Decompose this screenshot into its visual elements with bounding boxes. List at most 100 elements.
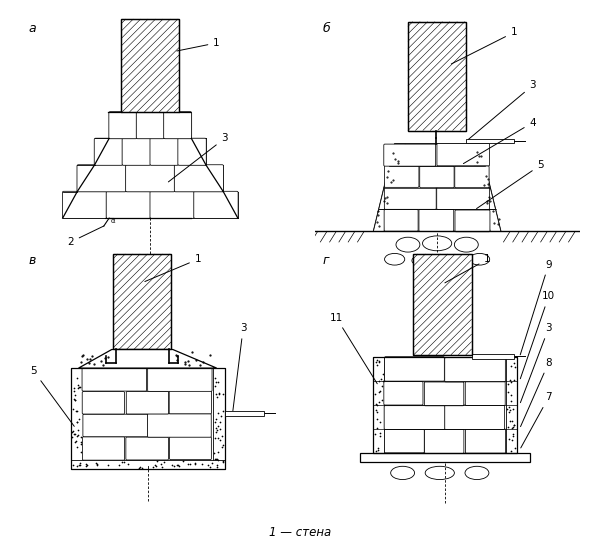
Point [504,408,513,416]
Point [503,388,513,397]
Point [374,388,384,397]
Text: 2: 2 [67,226,104,247]
Polygon shape [389,144,405,166]
Point [183,460,193,468]
Point [151,461,160,469]
Text: α: α [111,218,115,225]
Point [371,401,381,410]
FancyBboxPatch shape [126,165,175,192]
Point [211,455,221,463]
FancyBboxPatch shape [437,144,490,166]
Point [377,396,387,405]
Bar [71,460,225,469]
Point [210,455,220,464]
Point [156,459,166,468]
Point [218,456,228,465]
FancyBboxPatch shape [385,357,444,381]
Point [212,423,221,432]
Text: 7: 7 [520,392,552,448]
FancyBboxPatch shape [77,165,126,192]
Point [68,461,78,469]
Point [508,431,518,440]
Text: 3: 3 [168,133,228,182]
Ellipse shape [425,466,454,479]
FancyBboxPatch shape [106,191,150,218]
Text: в: в [28,254,35,267]
Point [73,425,83,434]
Bar [506,357,517,453]
Ellipse shape [454,237,478,252]
Point [67,427,77,436]
Point [374,358,384,367]
Point [505,406,515,415]
Point [169,461,179,470]
Point [373,446,383,455]
Point [505,416,514,425]
Text: а: а [28,22,36,35]
Bar [360,453,530,462]
Point [148,462,157,471]
Point [507,417,516,426]
Point [212,460,221,469]
Point [218,458,228,467]
FancyBboxPatch shape [419,166,454,187]
Point [211,378,221,387]
FancyBboxPatch shape [384,210,418,231]
Point [213,455,223,464]
FancyBboxPatch shape [94,138,123,165]
Point [377,374,386,383]
Point [73,461,82,470]
FancyBboxPatch shape [136,112,164,139]
Point [503,423,513,432]
Point [508,405,518,414]
Point [70,429,80,438]
Point [72,407,82,416]
FancyBboxPatch shape [63,191,107,218]
Bar [71,368,82,469]
Polygon shape [373,210,389,231]
FancyBboxPatch shape [437,187,489,210]
Point [212,425,222,434]
Point [374,376,383,385]
Point [207,458,217,467]
Point [210,382,219,390]
Bar [373,357,384,453]
Point [174,461,183,470]
Point [507,423,517,432]
FancyBboxPatch shape [445,358,505,382]
Point [502,405,512,414]
Point [375,428,385,437]
Point [204,461,213,469]
Ellipse shape [465,466,489,479]
Point [69,426,78,435]
Point [67,432,77,441]
Point [75,383,85,392]
FancyBboxPatch shape [455,166,489,187]
FancyBboxPatch shape [465,429,505,453]
FancyBboxPatch shape [385,429,424,453]
Point [76,432,86,441]
Text: 1: 1 [445,254,491,283]
Point [93,460,102,469]
Point [372,361,382,370]
Point [73,380,83,389]
Point [191,460,200,469]
Point [373,444,383,452]
Point [72,418,81,426]
Point [213,422,222,431]
Point [174,462,184,471]
Point [218,389,228,398]
Bar [113,254,171,349]
Point [71,437,81,446]
Point [503,380,513,389]
FancyBboxPatch shape [169,390,212,414]
Point [375,432,385,441]
Bar [413,254,472,355]
Point [371,446,381,455]
FancyBboxPatch shape [150,138,178,165]
Point [377,381,386,390]
Point [103,461,113,469]
Point [370,429,380,438]
Point [216,412,226,421]
FancyBboxPatch shape [83,414,148,437]
